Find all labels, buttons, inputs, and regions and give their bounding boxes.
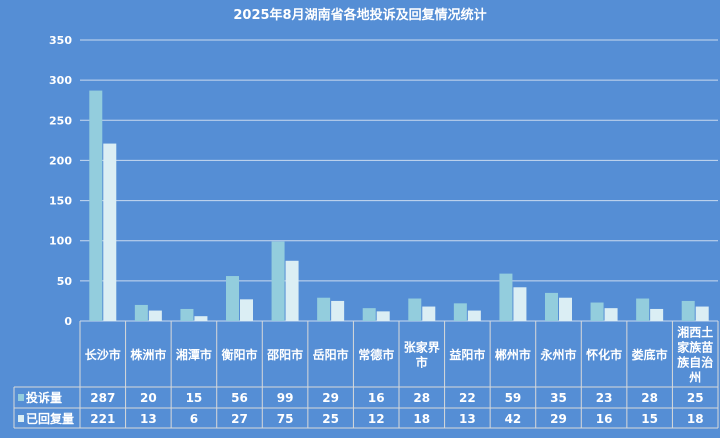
category-label: 岳阳市 <box>313 347 349 362</box>
bar-replies <box>650 308 664 321</box>
bar-complaints <box>317 297 331 321</box>
table-value: 15 <box>186 391 203 405</box>
category-label: 湘潭市 <box>176 347 212 362</box>
table-value: 20 <box>140 391 157 405</box>
table-value: 12 <box>368 412 385 426</box>
table-value: 35 <box>550 391 567 405</box>
category-label: 州 <box>688 371 701 385</box>
bar-complaints <box>545 292 558 321</box>
table-value: 13 <box>459 412 476 426</box>
table-value: 28 <box>641 391 658 405</box>
table-value: 23 <box>596 391 613 405</box>
bar-complaints <box>408 298 422 321</box>
category-label: 家族苗 <box>677 340 713 355</box>
legend-key-icon <box>18 394 24 401</box>
bar-complaints <box>89 90 103 321</box>
table-value: 99 <box>277 391 294 405</box>
bar-replies <box>422 306 436 321</box>
category-label: 株洲市 <box>130 347 166 362</box>
y-tick-label: 250 <box>49 114 72 127</box>
table-value: 28 <box>413 391 430 405</box>
y-tick-label: 300 <box>49 74 72 87</box>
category-label: 市 <box>416 355 428 370</box>
bar-complaints <box>453 303 467 321</box>
bar-complaints <box>636 298 650 321</box>
category-label: 娄底市 <box>632 347 668 362</box>
table-value: 18 <box>687 412 704 426</box>
category-label: 族自治 <box>677 355 713 370</box>
category-label: 常德市 <box>358 347 394 362</box>
table-value: 6 <box>190 412 198 426</box>
bar-replies <box>513 287 527 321</box>
bar-replies <box>467 310 481 321</box>
table-value: 13 <box>140 412 157 426</box>
table-value: 29 <box>322 391 339 405</box>
y-tick-label: 50 <box>57 275 73 288</box>
table-value: 29 <box>550 412 567 426</box>
bar-replies <box>240 299 253 321</box>
bar-replies <box>376 311 390 321</box>
table-value: 59 <box>505 391 522 405</box>
category-label: 衡阳市 <box>221 347 257 362</box>
bar-replies <box>285 260 299 321</box>
table-value: 16 <box>368 391 385 405</box>
table-value: 75 <box>277 412 294 426</box>
bar-replies <box>331 300 345 321</box>
category-label: 益阳市 <box>449 347 485 362</box>
y-tick-label: 150 <box>49 195 72 208</box>
y-tick-label: 0 <box>64 315 72 328</box>
bar-replies <box>559 297 572 321</box>
table-value: 287 <box>90 391 115 405</box>
y-tick-label: 100 <box>49 235 72 248</box>
category-label: 张家界 <box>404 340 440 355</box>
bar-complaints <box>590 302 604 321</box>
bar-complaints <box>362 308 376 321</box>
category-label: 邵阳市 <box>266 347 303 362</box>
table-value: 16 <box>596 412 613 426</box>
bar-replies <box>194 316 208 321</box>
y-tick-label: 350 <box>49 34 72 47</box>
bar-replies <box>148 310 162 321</box>
table-value: 56 <box>231 391 248 405</box>
table-value: 25 <box>687 391 704 405</box>
table-value: 42 <box>505 412 522 426</box>
bar-replies <box>103 143 117 321</box>
bar-complaints <box>180 308 194 321</box>
category-label: 怀化市 <box>586 347 622 362</box>
category-label: 湘西土 <box>677 325 713 340</box>
y-tick-label: 200 <box>49 154 72 167</box>
bar-replies <box>604 308 618 321</box>
bar-complaints <box>681 300 695 321</box>
table-value: 22 <box>459 391 476 405</box>
chart-title: 2025年8月湖南省各地投诉及回复情况统计 <box>233 7 486 23</box>
bar-complaints <box>226 276 239 321</box>
table-value: 18 <box>413 412 430 426</box>
table-value: 25 <box>322 412 339 426</box>
category-label: 永州市 <box>539 347 576 362</box>
legend-label: 投诉量 <box>26 390 62 405</box>
bar-complaints <box>134 304 148 321</box>
legend-key-icon <box>18 415 24 422</box>
bar-replies <box>695 306 709 321</box>
legend-label: 已回复量 <box>26 411 74 426</box>
table-value: 221 <box>90 412 115 426</box>
bar-complaints <box>271 241 285 321</box>
table-value: 15 <box>641 412 658 426</box>
category-label: 郴州市 <box>495 347 531 362</box>
category-label: 长沙市 <box>85 347 121 362</box>
bar-complaints <box>499 273 513 321</box>
table-value: 27 <box>231 412 248 426</box>
